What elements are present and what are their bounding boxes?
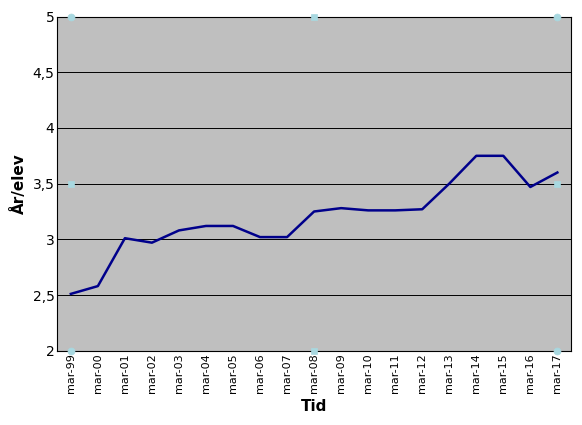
Y-axis label: År/elev: År/elev	[11, 153, 27, 214]
X-axis label: Tid: Tid	[301, 399, 327, 414]
